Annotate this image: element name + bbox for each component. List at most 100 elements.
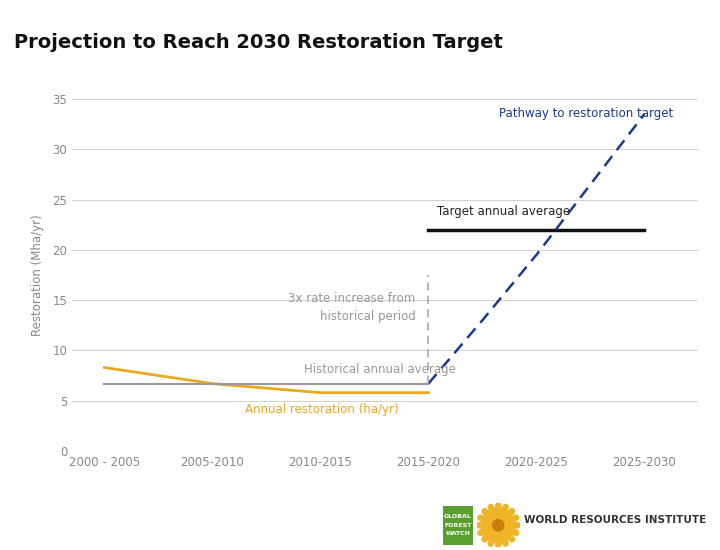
Circle shape bbox=[504, 514, 510, 520]
Text: GLOBAL: GLOBAL bbox=[444, 514, 472, 519]
Circle shape bbox=[509, 522, 515, 528]
Circle shape bbox=[480, 530, 485, 535]
Circle shape bbox=[508, 522, 513, 528]
Circle shape bbox=[481, 529, 487, 534]
Circle shape bbox=[485, 518, 490, 524]
Circle shape bbox=[491, 513, 498, 519]
Circle shape bbox=[482, 537, 487, 542]
Circle shape bbox=[486, 532, 491, 538]
Circle shape bbox=[485, 527, 490, 533]
Circle shape bbox=[502, 508, 507, 513]
Circle shape bbox=[492, 528, 499, 535]
Circle shape bbox=[492, 516, 499, 522]
Circle shape bbox=[506, 518, 512, 524]
Circle shape bbox=[485, 522, 491, 528]
Circle shape bbox=[480, 516, 485, 521]
Circle shape bbox=[487, 514, 492, 520]
Text: WATCH: WATCH bbox=[446, 531, 470, 536]
Circle shape bbox=[477, 522, 481, 528]
Circle shape bbox=[487, 519, 494, 525]
Circle shape bbox=[501, 516, 507, 522]
Circle shape bbox=[495, 529, 501, 535]
Circle shape bbox=[492, 514, 498, 520]
Circle shape bbox=[488, 541, 493, 546]
Circle shape bbox=[485, 511, 490, 516]
Circle shape bbox=[490, 528, 495, 535]
Circle shape bbox=[491, 532, 498, 538]
Circle shape bbox=[502, 537, 507, 543]
Circle shape bbox=[489, 520, 495, 526]
Circle shape bbox=[486, 526, 492, 532]
Circle shape bbox=[503, 519, 509, 525]
Circle shape bbox=[511, 522, 517, 528]
Circle shape bbox=[486, 513, 491, 518]
Circle shape bbox=[490, 509, 495, 515]
Text: WORLD RESOURCES INSTITUTE: WORLD RESOURCES INSTITUTE bbox=[524, 515, 706, 525]
Circle shape bbox=[478, 530, 483, 535]
Circle shape bbox=[492, 520, 504, 531]
Circle shape bbox=[490, 537, 495, 543]
Circle shape bbox=[503, 522, 510, 529]
Circle shape bbox=[507, 511, 512, 516]
Circle shape bbox=[505, 513, 510, 518]
Circle shape bbox=[496, 542, 500, 548]
Circle shape bbox=[483, 522, 489, 528]
Circle shape bbox=[495, 535, 501, 541]
Circle shape bbox=[498, 530, 505, 536]
Circle shape bbox=[510, 516, 516, 522]
Circle shape bbox=[495, 541, 501, 546]
Circle shape bbox=[495, 508, 501, 514]
Circle shape bbox=[510, 529, 516, 534]
Circle shape bbox=[488, 530, 494, 536]
Text: Target annual average: Target annual average bbox=[437, 205, 570, 218]
Circle shape bbox=[508, 535, 513, 541]
Circle shape bbox=[495, 531, 501, 537]
Circle shape bbox=[510, 509, 515, 514]
Circle shape bbox=[501, 528, 507, 535]
Circle shape bbox=[512, 516, 517, 521]
Circle shape bbox=[490, 518, 497, 524]
Text: Projection to Reach 2030 Restoration Target: Projection to Reach 2030 Restoration Tar… bbox=[14, 33, 503, 52]
Circle shape bbox=[495, 515, 501, 522]
Circle shape bbox=[501, 509, 506, 515]
Circle shape bbox=[498, 528, 504, 535]
Circle shape bbox=[499, 532, 505, 538]
Circle shape bbox=[503, 530, 508, 536]
Circle shape bbox=[505, 532, 510, 538]
Circle shape bbox=[488, 515, 494, 521]
Circle shape bbox=[503, 515, 508, 521]
Circle shape bbox=[499, 513, 505, 519]
Text: Historical annual average: Historical annual average bbox=[305, 362, 456, 376]
Circle shape bbox=[506, 527, 512, 533]
Circle shape bbox=[480, 522, 485, 528]
Circle shape bbox=[510, 537, 515, 542]
Circle shape bbox=[485, 534, 490, 540]
Text: Pathway to restoration target: Pathway to restoration target bbox=[498, 107, 673, 120]
Circle shape bbox=[491, 534, 497, 540]
Circle shape bbox=[508, 510, 513, 515]
Circle shape bbox=[490, 527, 497, 533]
Circle shape bbox=[503, 504, 508, 509]
Circle shape bbox=[495, 532, 501, 538]
Circle shape bbox=[513, 530, 518, 535]
Circle shape bbox=[490, 536, 495, 541]
Circle shape bbox=[496, 503, 500, 508]
Circle shape bbox=[504, 531, 510, 537]
Circle shape bbox=[495, 537, 501, 542]
Circle shape bbox=[495, 507, 501, 512]
Circle shape bbox=[500, 534, 505, 540]
Circle shape bbox=[495, 538, 501, 544]
Circle shape bbox=[481, 516, 487, 522]
Circle shape bbox=[489, 539, 494, 544]
Circle shape bbox=[478, 515, 483, 520]
Circle shape bbox=[488, 504, 493, 509]
Circle shape bbox=[503, 525, 509, 532]
Circle shape bbox=[495, 514, 501, 520]
Circle shape bbox=[495, 505, 501, 510]
Y-axis label: Restoration (Mha/yr): Restoration (Mha/yr) bbox=[31, 214, 44, 336]
Circle shape bbox=[489, 522, 495, 529]
Circle shape bbox=[489, 506, 494, 512]
Circle shape bbox=[490, 508, 495, 513]
Circle shape bbox=[498, 516, 504, 522]
Circle shape bbox=[490, 516, 495, 522]
